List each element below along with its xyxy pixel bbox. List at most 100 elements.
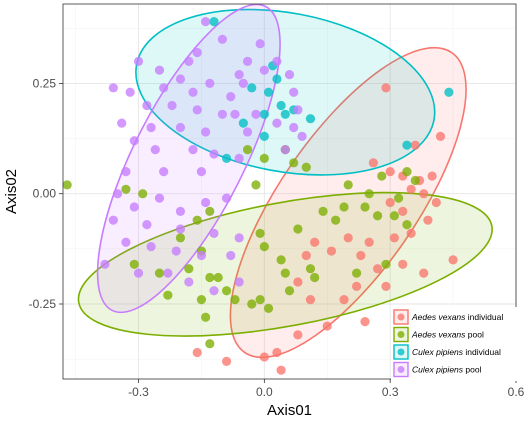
point-series-2	[213, 272, 223, 283]
point-series-2	[343, 180, 353, 190]
point-series-1	[398, 259, 408, 269]
confidence-ellipses	[77, 3, 493, 359]
point-series-4	[259, 65, 269, 75]
point-series-2	[381, 259, 391, 269]
point-series-2	[318, 206, 328, 216]
data-points	[62, 17, 458, 375]
point-series-2	[263, 303, 274, 314]
point-series-1	[381, 281, 391, 291]
point-series-4	[171, 246, 181, 256]
y-tick-label: 0.25	[33, 76, 57, 90]
point-series-4	[163, 268, 173, 278]
legend-label: Aedes vexans pool	[411, 330, 484, 340]
point-series-1	[427, 171, 437, 181]
point-series-4	[184, 56, 194, 66]
point-series-3	[221, 153, 232, 164]
point-series-1	[431, 197, 441, 208]
point-series-2	[331, 215, 341, 225]
point-series-1	[419, 268, 429, 278]
legend-label: Culex pipiens pool	[412, 365, 482, 375]
point-series-4	[192, 105, 202, 115]
x-tick-label: 0.6	[508, 385, 525, 399]
point-series-2	[175, 233, 186, 243]
point-series-3	[259, 131, 269, 141]
point-series-3	[238, 118, 248, 128]
point-series-2	[255, 228, 265, 239]
point-series-4	[196, 250, 207, 261]
point-series-1	[381, 83, 391, 93]
point-series-2	[301, 162, 311, 172]
legend-key-point	[397, 366, 405, 373]
point-series-4	[289, 87, 299, 97]
point-series-2	[259, 242, 269, 252]
point-series-2	[280, 268, 290, 278]
point-series-1	[360, 317, 370, 327]
point-series-4	[238, 78, 248, 89]
point-series-4	[154, 193, 165, 203]
point-series-2	[410, 175, 420, 186]
point-series-2	[205, 339, 215, 349]
point-series-3	[444, 87, 454, 97]
point-series-2	[163, 290, 173, 300]
point-series-4	[112, 189, 123, 199]
point-series-4	[167, 100, 177, 111]
point-series-4	[201, 127, 211, 137]
point-series-4	[121, 167, 131, 177]
point-series-4	[251, 109, 261, 119]
y-axis-title: Axis02	[3, 169, 20, 214]
point-series-2	[184, 264, 194, 274]
point-series-4	[184, 277, 194, 287]
point-series-4	[192, 47, 202, 58]
point-series-1	[305, 294, 316, 305]
point-series-4	[230, 109, 240, 119]
point-series-3	[305, 114, 316, 124]
point-series-1	[259, 352, 269, 362]
point-series-4	[108, 83, 118, 93]
point-series-1	[339, 294, 349, 305]
point-series-2	[201, 312, 211, 322]
point-series-2	[129, 259, 139, 269]
point-series-4	[146, 122, 156, 133]
point-series-2	[242, 144, 253, 155]
point-series-2	[62, 180, 72, 190]
point-series-3	[280, 109, 290, 119]
point-series-1	[276, 365, 286, 375]
legend-label: Culex pipiens individual	[412, 347, 501, 357]
point-series-4	[234, 69, 244, 80]
y-tick-label: 0.00	[33, 187, 57, 201]
legend-key-point	[397, 331, 405, 338]
point-series-2	[196, 294, 207, 305]
point-series-4	[125, 87, 135, 97]
point-series-2	[293, 224, 303, 234]
point-series-4	[142, 219, 152, 230]
point-series-2	[154, 268, 165, 278]
point-series-4	[242, 56, 253, 66]
point-series-4	[226, 92, 236, 102]
point-series-4	[129, 136, 139, 146]
x-axis-title: Axis01	[267, 402, 312, 419]
point-series-2	[255, 294, 265, 305]
point-series-1	[423, 215, 433, 225]
point-series-1	[372, 264, 383, 274]
point-series-4	[146, 242, 156, 252]
point-series-4	[133, 268, 144, 278]
axis-ticks: -0.3 0.0 0.3 0.6 -0.25 0.00 0.25	[29, 76, 525, 399]
point-series-1	[448, 255, 458, 265]
point-series-2	[230, 294, 240, 305]
point-series-4	[121, 237, 131, 247]
legend: Aedes vexans individual Aedes vexans pool…	[391, 307, 523, 381]
point-series-4	[209, 228, 219, 239]
point-series-1	[398, 206, 408, 216]
point-series-2	[393, 193, 404, 203]
point-series-4	[133, 56, 144, 66]
point-series-4	[129, 202, 139, 212]
point-series-3	[402, 140, 412, 150]
point-series-4	[196, 167, 207, 177]
point-series-1	[419, 189, 429, 199]
point-series-4	[154, 65, 165, 75]
point-series-2	[289, 158, 299, 168]
point-series-4	[242, 127, 253, 137]
point-series-3	[276, 100, 286, 111]
x-tick-label: 0.3	[382, 385, 399, 399]
point-series-4	[217, 34, 227, 44]
